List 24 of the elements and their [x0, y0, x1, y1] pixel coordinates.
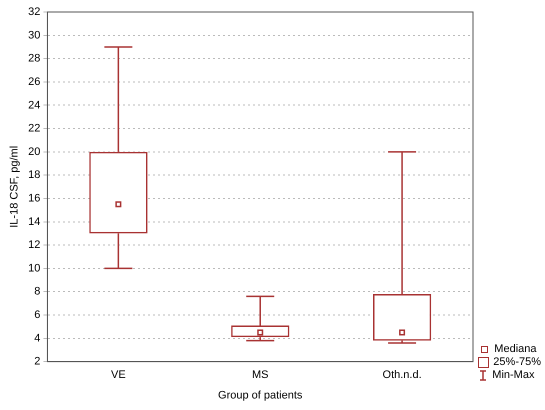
y-tick-label: 18 — [28, 169, 40, 182]
y-tick-label: 8 — [34, 286, 40, 298]
y-tick-label: 12 — [28, 239, 40, 252]
y-tick-label: 4 — [34, 332, 40, 344]
text: Mediana — [494, 343, 536, 356]
y-tick-label: 22 — [28, 122, 40, 135]
text: 25%-75% — [493, 356, 541, 369]
y-tick-label: 10 — [28, 262, 40, 274]
y-tick-label: 6 — [34, 309, 40, 322]
x-tick-label: MS — [252, 369, 268, 382]
y-tick-label: 2 — [34, 356, 40, 368]
y-tick-label: 16 — [28, 192, 40, 204]
text: Min-Max — [492, 369, 534, 382]
y-tick-label: 14 — [28, 216, 40, 228]
y-tick-label: 32 — [28, 6, 40, 18]
y-tick-label: 20 — [28, 146, 40, 158]
y-tick-label: 28 — [28, 52, 40, 65]
y-tick-label: 30 — [28, 29, 40, 42]
y-tick-label: 26 — [28, 76, 40, 88]
x-axis-title: Group of patients — [218, 389, 303, 402]
y-tick-label: 24 — [28, 99, 40, 112]
x-tick-label: Oth.n.d. — [382, 369, 422, 382]
x-tick-label: VE — [111, 369, 126, 382]
y-axis-title: IL-18 CSF, pg/ml — [8, 146, 21, 228]
